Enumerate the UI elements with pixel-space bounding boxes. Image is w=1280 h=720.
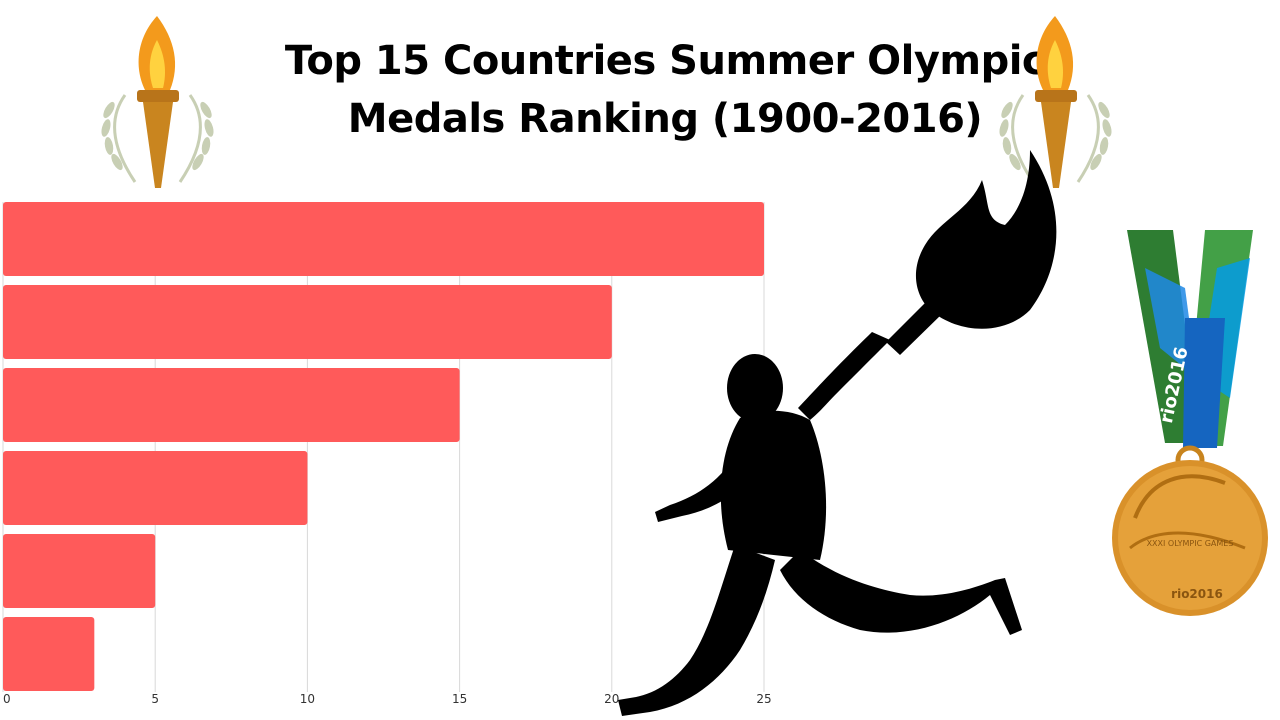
x-tick-label: 0 bbox=[3, 692, 11, 706]
chart-title-line-1: Top 15 Countries Summer Olympic bbox=[284, 38, 1046, 84]
bar bbox=[3, 285, 612, 359]
chart-title-line-2: Medals Ranking (1900-2016) bbox=[347, 96, 983, 142]
torch-laurel-icon-left bbox=[101, 16, 214, 188]
bar bbox=[3, 202, 764, 276]
x-tick-label: 20 bbox=[604, 692, 619, 706]
bar bbox=[3, 534, 156, 608]
bars bbox=[3, 202, 764, 691]
x-tick-label: 25 bbox=[756, 692, 771, 706]
x-axis-ticks: 0 5 10 15 20 25 bbox=[3, 692, 772, 706]
x-tick-label: 5 bbox=[151, 692, 159, 706]
bar bbox=[3, 617, 95, 691]
x-tick-label: 10 bbox=[300, 692, 315, 706]
torch-laurel-icon-right bbox=[999, 16, 1112, 188]
bar bbox=[3, 368, 460, 442]
medal-face-text: XXXI OLYMPIC GAMES bbox=[1147, 539, 1234, 548]
torch-runner-silhouette bbox=[618, 150, 1057, 716]
chart-title: Top 15 Countries Summer Olympic Medals R… bbox=[200, 32, 1130, 148]
x-tick-label: 15 bbox=[452, 692, 467, 706]
rio2016-medal: rio2016 XXXI OLYMPIC GAMES rio2016 bbox=[1112, 230, 1268, 616]
medal-logo-text: rio2016 bbox=[1171, 587, 1223, 601]
bar bbox=[3, 451, 308, 525]
